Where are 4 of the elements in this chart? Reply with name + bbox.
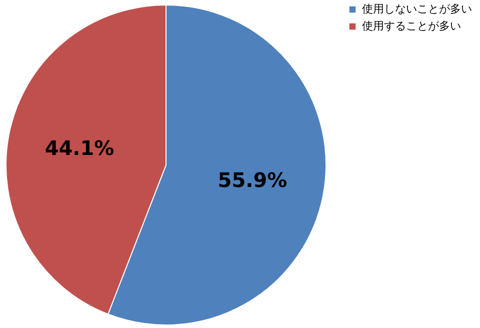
legend-label: 使用することが多い — [362, 20, 461, 32]
data-label: 44.1% — [44, 136, 114, 160]
data-label: 55.9% — [218, 168, 288, 192]
legend-label: 使用しないことが多い — [362, 2, 472, 16]
